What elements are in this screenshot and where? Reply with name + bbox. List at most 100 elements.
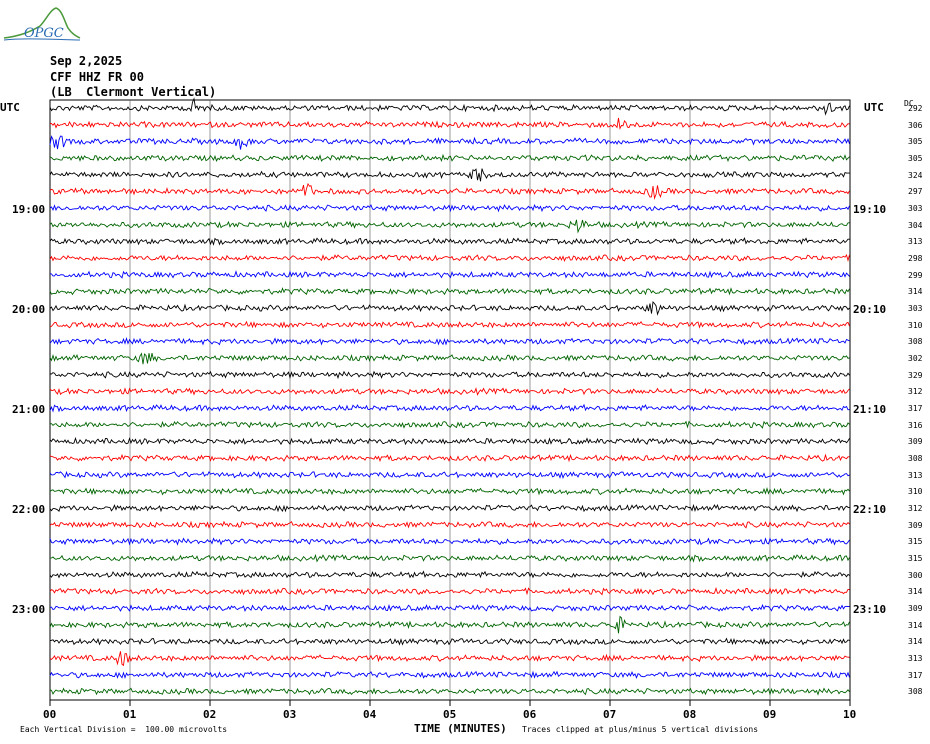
seismic-trace	[49, 253, 850, 262]
dc-offset-label: 314	[908, 620, 923, 630]
dc-offset-label: 310	[908, 320, 923, 330]
seismic-trace	[49, 503, 850, 513]
right-time-label: 22:10	[853, 503, 887, 516]
seismic-trace	[49, 117, 850, 130]
dc-offset-label: 314	[908, 587, 923, 597]
seismic-trace	[49, 520, 850, 529]
seismic-trace	[49, 637, 850, 646]
seismic-trace	[49, 300, 850, 316]
seismic-trace	[49, 135, 850, 150]
seismic-trace	[49, 352, 850, 365]
dc-offset-label: 299	[908, 270, 923, 280]
seismic-trace	[49, 453, 850, 463]
dc-offset-label: 317	[908, 404, 923, 414]
dc-offset-label: 312	[908, 387, 923, 397]
dc-offset-label: 329	[908, 370, 923, 380]
seismic-trace	[49, 470, 850, 479]
logo: OPGC	[2, 2, 82, 46]
footer-scale-note: Each Vertical Division = 100.00 microvol…	[20, 725, 228, 734]
right-time-label: 23:10	[853, 603, 887, 616]
dc-offset-label: 324	[908, 170, 923, 180]
x-tick-label: 06	[523, 708, 537, 721]
x-tick-label: 10	[843, 708, 857, 721]
dc-offset-label: 313	[908, 237, 923, 247]
dc-offset-label: 309	[908, 437, 923, 447]
dc-offset-label: 292	[908, 104, 923, 113]
x-tick-label: 02	[203, 708, 217, 721]
seismic-trace	[49, 387, 850, 396]
dc-offset-label: 305	[908, 137, 923, 147]
seismic-trace	[49, 320, 850, 329]
seismic-trace	[49, 537, 850, 546]
seismic-trace	[49, 219, 850, 234]
seismic-trace	[49, 97, 850, 116]
seismic-trace	[49, 168, 850, 182]
volcano-logo-icon	[3, 7, 81, 41]
x-axis-label: TIME (MINUTES)	[414, 722, 507, 735]
header-station: CFF HHZ FR 00	[50, 70, 144, 84]
dc-offset-label: 302	[908, 354, 923, 364]
seismic-trace	[49, 615, 850, 634]
dc-offset-label: 312	[908, 504, 923, 514]
dc-offset-label: 308	[908, 454, 923, 464]
seismic-trace	[49, 287, 850, 296]
right-time-label: 20:10	[853, 303, 887, 316]
dc-offset-label: 303	[908, 204, 923, 214]
seismic-trace	[49, 570, 850, 579]
seismic-trace	[49, 420, 850, 429]
x-tick-label: 05	[443, 708, 457, 721]
dc-offset-label: 306	[908, 120, 923, 130]
seismic-trace	[49, 270, 850, 279]
x-tick-label: 04	[363, 708, 377, 721]
dc-offset-label: 303	[908, 304, 923, 314]
seismic-trace	[49, 182, 850, 200]
footer-clip-note: Traces clipped at plus/minus 5 vertical …	[522, 725, 759, 734]
left-time-label: 21:00	[12, 403, 46, 416]
seismic-trace	[49, 370, 850, 380]
dc-offset-label: 308	[908, 687, 923, 697]
dc-offset-label: 304	[908, 220, 923, 230]
left-time-label: 20:00	[12, 303, 46, 316]
dc-offset-label: 310	[908, 487, 923, 497]
seismic-trace	[49, 651, 850, 667]
x-tick-label: 03	[283, 708, 297, 721]
x-tick-label: 00	[43, 708, 57, 721]
dc-offset-label: 313	[908, 654, 923, 664]
left-time-label: 23:00	[12, 603, 46, 616]
dc-offset-label: 317	[908, 670, 923, 680]
seismic-trace	[49, 336, 850, 346]
seismic-trace	[49, 486, 850, 496]
dc-offset-label: 297	[908, 187, 923, 197]
dc-offset-label: 300	[908, 570, 923, 580]
dc-offset-label: 313	[908, 470, 923, 480]
seismic-trace	[49, 586, 850, 596]
dc-offset-label: 298	[908, 254, 923, 264]
dc-offset-label: 315	[908, 554, 923, 564]
seismic-trace	[49, 436, 850, 446]
seismic-trace	[49, 403, 850, 413]
utc-left-label: UTC	[0, 101, 20, 114]
x-tick-label: 08	[683, 708, 697, 721]
dc-offset-label: 308	[908, 337, 923, 347]
dc-offset-label: 309	[908, 604, 923, 614]
x-tick-label: 01	[123, 708, 137, 721]
dc-offset-label: 309	[908, 520, 923, 530]
dc-offset-label: 316	[908, 420, 923, 430]
dc-offset-label: 314	[908, 287, 923, 297]
dc-header-label: DC	[904, 99, 914, 108]
right-time-label: 21:10	[853, 403, 887, 416]
left-time-label: 19:00	[12, 203, 46, 216]
utc-right-label: UTC	[864, 101, 884, 114]
x-tick-label: 09	[763, 708, 777, 721]
seismic-trace	[49, 153, 850, 163]
seismic-trace	[49, 237, 850, 246]
seismic-trace	[49, 203, 850, 213]
header-location: (LB Clermont Vertical)	[50, 85, 217, 99]
seismic-trace	[49, 603, 850, 612]
dc-offset-label: 305	[908, 154, 923, 163]
left-time-label: 22:00	[12, 503, 46, 516]
dc-offset-label: 314	[908, 637, 923, 647]
x-tick-label: 07	[603, 708, 617, 721]
seismic-trace	[49, 687, 850, 696]
